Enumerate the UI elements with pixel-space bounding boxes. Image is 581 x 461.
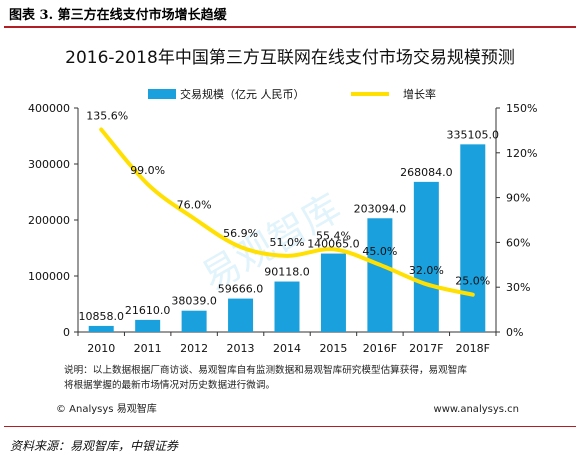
left-axis-tick-label: 200000 [28, 214, 70, 227]
plot-area: 0 100000 200000 300000 400000 0% 30% 60% 90% 120%… [28, 102, 537, 355]
left-axis-tick-label: 100000 [28, 270, 70, 283]
growth-rate-label: 25.0% [455, 275, 490, 288]
bar [135, 319, 161, 332]
bar [88, 325, 114, 332]
growth-rate-label: 55.4% [316, 229, 351, 242]
right-axis-tick-label: 60% [506, 236, 530, 249]
bar [367, 218, 393, 332]
website: www.analysys.cn [434, 404, 519, 415]
x-axis-tick-label: 2011 [134, 342, 162, 355]
copyright: © Analysys 易观智库 [56, 402, 157, 415]
source-note: 资料来源：易观智库，中银证券 [10, 439, 179, 453]
bar-value-label: 38039.0 [171, 295, 217, 308]
bar-value-label: 59666.0 [218, 283, 264, 296]
growth-rate-label: 32.0% [409, 264, 444, 277]
bar-value-label: 140065.0 [307, 238, 360, 251]
x-axis-tick-label: 2010 [87, 342, 115, 355]
growth-rate-label: 56.9% [223, 227, 258, 240]
figure-caption: 图表 3. 第三方在线支付市场增长趋缓 [9, 8, 227, 23]
bar [460, 144, 486, 332]
growth-rate-label: 76.0% [177, 199, 212, 212]
bar-value-label: 90118.0 [264, 266, 310, 279]
x-axis-tick-label: 2014 [273, 342, 301, 355]
x-axis-tick-label: 2016F [363, 342, 397, 355]
legend: 交易规模（亿元 人民币） 增长率 [148, 87, 436, 101]
legend-line-swatch [351, 92, 389, 96]
legend-line-label: 增长率 [403, 87, 436, 101]
right-axis-tick-label: 30% [506, 281, 530, 294]
right-axis-tick-label: 0% [506, 326, 523, 339]
bar-value-label: 10858.0 [78, 310, 124, 323]
bar [413, 181, 439, 332]
bar [228, 298, 254, 332]
growth-rate-label: 135.6% [86, 110, 128, 123]
growth-rate-label: 99.0% [130, 164, 165, 177]
growth-rate-label: 45.0% [362, 245, 397, 258]
bar [274, 281, 300, 332]
bar-value-label: 203094.0 [354, 202, 407, 215]
bar-value-label: 268084.0 [400, 166, 453, 179]
caption-divider [4, 26, 576, 28]
right-axis-tick-label: 90% [506, 192, 530, 205]
chart-note: 说明：以上数据根据厂商访谈、易观智库自有监测数据和易观智库研究模型估算获得，易观… [64, 364, 467, 391]
note-line-2: 将根据掌握的最新市场情况对历史数据进行微调。 [64, 379, 275, 391]
bar [320, 253, 346, 332]
x-axis-tick-label: 2012 [180, 342, 208, 355]
x-axis-tick-label: 2018F [456, 342, 490, 355]
bar-value-label: 21610.0 [125, 304, 171, 317]
note-line-1: 说明：以上数据根据厂商访谈、易观智库自有监测数据和易观智库研究模型估算获得，易观… [64, 364, 467, 376]
chart-title: 2016-2018年中国第三方互联网在线支付市场交易规模预测 [65, 48, 515, 68]
x-axis-tick-label: 2013 [227, 342, 255, 355]
bar-value-label: 335105.0 [447, 128, 500, 141]
bar [181, 310, 207, 332]
x-axis-tick-label: 2015 [319, 342, 347, 355]
source-divider [4, 426, 576, 427]
legend-bar-swatch [148, 89, 176, 99]
x-axis-tick-label: 2017F [409, 342, 443, 355]
right-axis-tick-label: 150% [506, 102, 537, 115]
growth-rate-label: 51.0% [270, 236, 305, 249]
left-axis-tick-label: 300000 [28, 158, 70, 171]
left-axis-tick-label: 0 [63, 326, 70, 339]
legend-bar-label: 交易规模（亿元 人民币） [180, 87, 305, 101]
left-axis-tick-label: 400000 [28, 102, 70, 115]
right-axis-tick-label: 120% [506, 147, 537, 160]
growth-rate-line [99, 127, 475, 297]
